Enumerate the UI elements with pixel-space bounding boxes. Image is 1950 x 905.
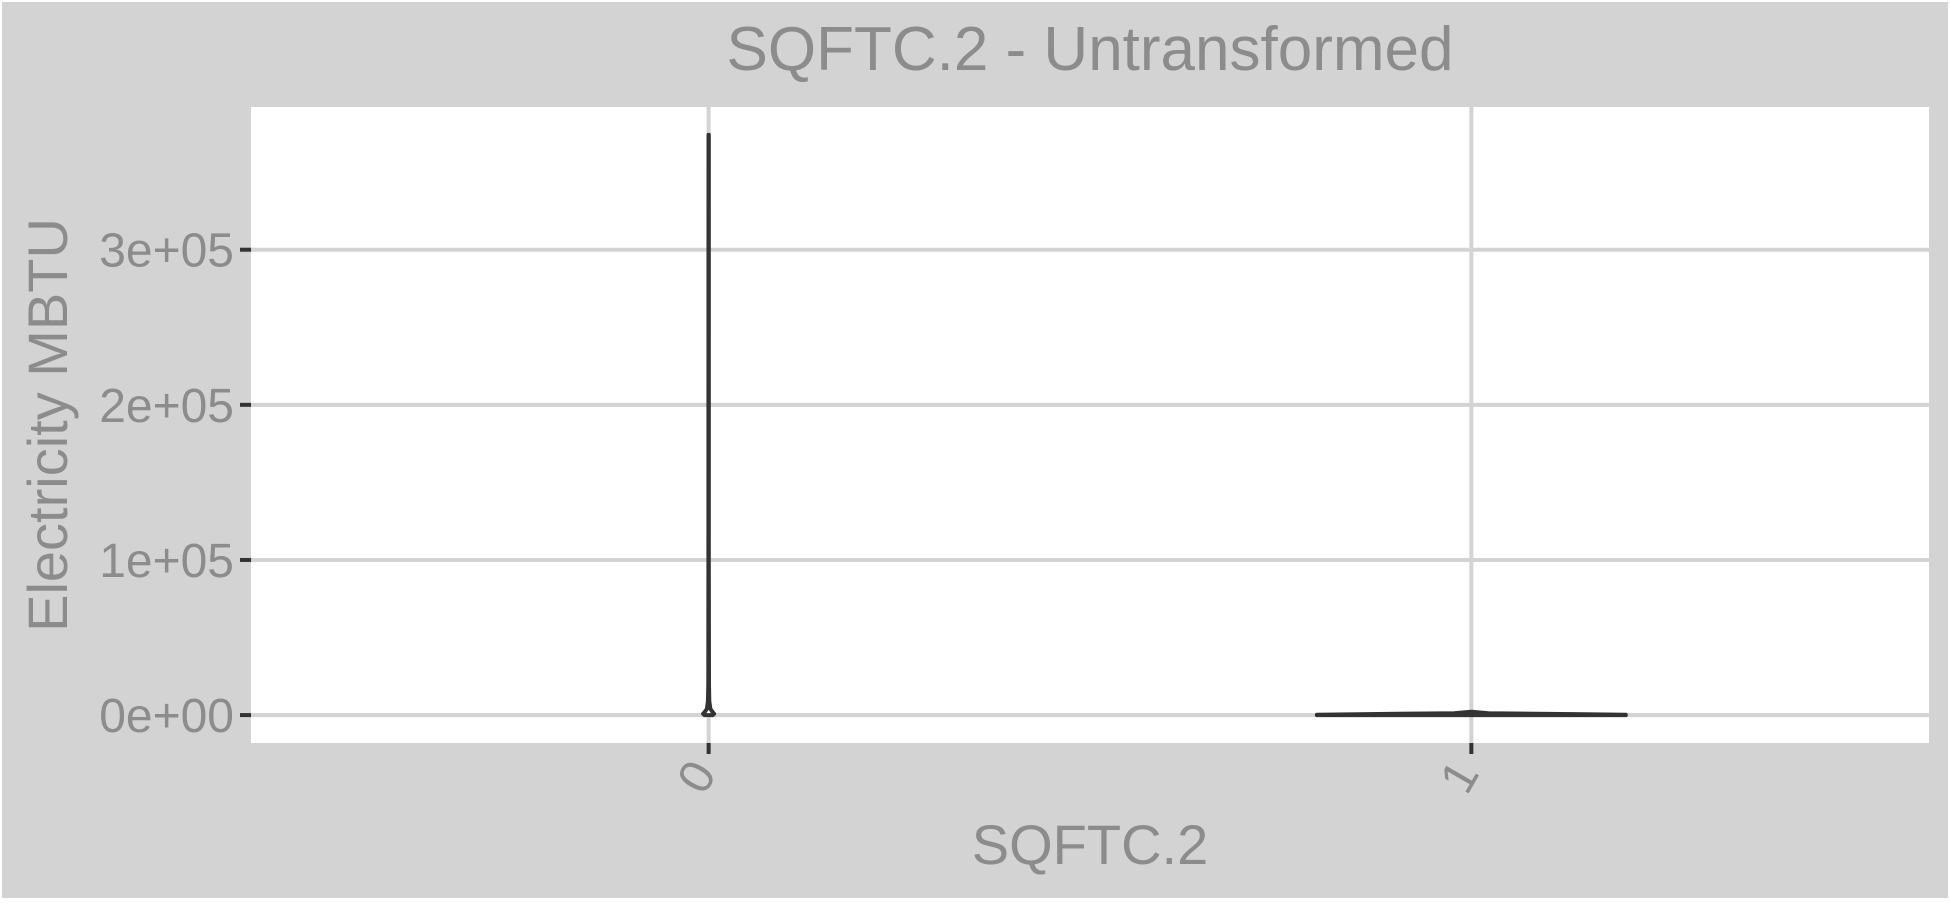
plot-panel (251, 107, 1929, 743)
x-axis-title: SQFTC.2 (972, 813, 1208, 876)
y-tick-label-3: 3e+05 (99, 225, 234, 278)
y-tick-label-0: 0e+00 (99, 690, 234, 743)
violin-1 (1317, 712, 1626, 715)
y-tick-label-2: 2e+05 (99, 380, 234, 433)
chart-title: SQFTC.2 - Untransformed (727, 15, 1454, 84)
y-axis-title: Electricity MBTU (16, 218, 79, 632)
y-tick-label-1: 1e+05 (99, 535, 234, 588)
